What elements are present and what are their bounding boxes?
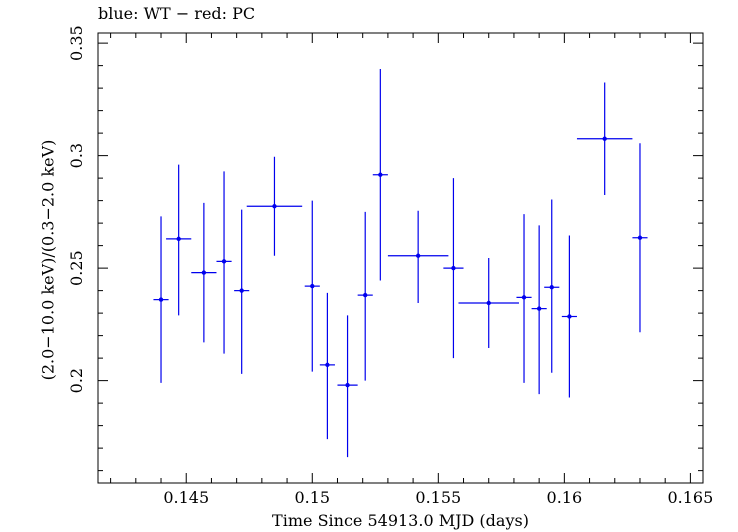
x-tick-label: 0.15	[294, 488, 330, 507]
data-marker	[451, 265, 456, 271]
data-marker	[158, 297, 164, 302]
plot-frame	[97, 32, 704, 484]
x-axis-label: Time Since 54913.0 MJD (days)	[272, 511, 529, 530]
data-point	[531, 225, 547, 395]
data-marker	[221, 259, 227, 264]
data-marker	[310, 283, 315, 289]
x-tick-label: 0.165	[667, 488, 713, 507]
data-point	[166, 164, 192, 316]
data-point	[153, 216, 169, 383]
data-point	[357, 211, 373, 381]
data-marker	[415, 253, 421, 258]
x-tick-label: 0.16	[547, 488, 583, 507]
data-point	[458, 258, 519, 348]
y-tick-label: 0.2	[67, 368, 86, 393]
data-marker	[363, 292, 368, 298]
data-point	[561, 235, 577, 398]
data-point	[191, 202, 217, 343]
data-marker	[521, 295, 527, 300]
data-marker	[602, 136, 607, 141]
data-marker	[201, 270, 207, 275]
data-marker	[345, 382, 350, 388]
y-tick-label: 0.35	[67, 25, 86, 61]
data-marker	[567, 314, 572, 319]
data-marker	[272, 204, 277, 209]
data-point	[304, 200, 320, 372]
data-point	[372, 69, 388, 281]
data-point	[387, 210, 449, 303]
data-point	[319, 292, 335, 440]
data-point	[216, 171, 232, 354]
y-tick-label: 0.3	[67, 143, 86, 168]
data-point	[632, 143, 648, 333]
data-marker	[176, 236, 181, 242]
data-marker	[549, 285, 554, 290]
x-tick-label: 0.145	[163, 488, 209, 507]
data-marker	[239, 288, 244, 293]
data-marker	[378, 172, 383, 177]
data-point	[234, 209, 250, 374]
chart-title: blue: WT − red: PC	[98, 4, 256, 23]
data-marker	[637, 235, 643, 240]
data-point	[337, 315, 358, 458]
x-tick-label: 0.155	[415, 488, 461, 507]
data-point	[544, 199, 560, 373]
data-marker	[536, 306, 542, 311]
data-point	[576, 82, 633, 195]
y-axis-label: (2.0−10.0 keV)/(0.3−2.0 keV)	[38, 139, 58, 381]
data-marker	[325, 362, 330, 368]
data-point	[516, 214, 532, 383]
data-point	[246, 156, 303, 256]
data-marker	[486, 300, 491, 306]
axis-ticks: 0.145 0.15 0.155 0.16 0.165 0.2 0.25 0.3 0.35	[67, 25, 713, 507]
data-points	[153, 69, 648, 458]
data-point	[443, 178, 464, 359]
y-tick-label: 0.25	[67, 250, 86, 286]
